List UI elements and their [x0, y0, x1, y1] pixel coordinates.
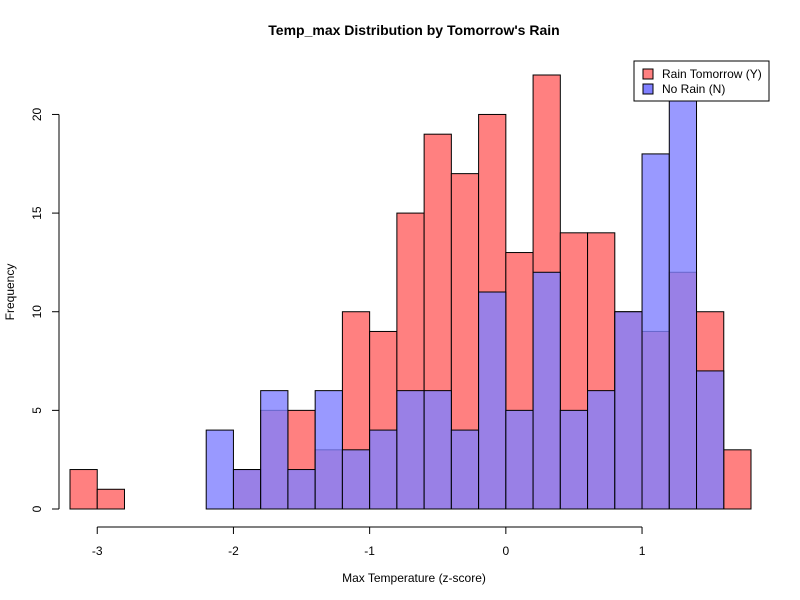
bar-no-rain — [559, 409, 589, 510]
y-axis: 0 5 10 15 20 — [30, 107, 60, 512]
bar-rain-tomorrow — [723, 449, 752, 510]
y-tick-label: 20 — [30, 107, 44, 121]
bar-no-rain — [587, 390, 616, 510]
bar-no-rain — [314, 390, 343, 510]
x-tick-label: 1 — [639, 544, 646, 558]
legend-swatch-no-rain — [642, 83, 654, 95]
bar-no-rain — [396, 390, 425, 510]
legend-swatch-rain-tomorrow — [642, 68, 654, 80]
x-tick-label: -1 — [364, 544, 375, 558]
bar-no-rain — [423, 390, 452, 510]
bar-no-rain — [260, 390, 289, 510]
bar-no-rain — [614, 311, 643, 510]
bar-rain-tomorrow — [69, 469, 98, 510]
bar-rain-tomorrow — [96, 488, 125, 510]
y-tick-label: 15 — [30, 206, 44, 220]
bar-no-rain — [341, 449, 371, 510]
bar-no-rain — [696, 370, 725, 510]
x-tick-label: 0 — [502, 544, 509, 558]
bar-no-rain — [668, 94, 698, 510]
legend-box — [633, 60, 770, 102]
y-tick-label: 10 — [30, 305, 44, 319]
bar-no-rain — [532, 271, 561, 510]
bar-no-rain — [505, 409, 534, 510]
bar-no-rain — [369, 429, 398, 510]
x-axis-label: Max Temperature (z-score) — [342, 571, 486, 585]
bar-no-rain — [641, 153, 670, 510]
x-axis: -3 -2 -1 0 1 — [92, 526, 646, 558]
bar-no-rain — [205, 429, 234, 510]
chart-title: Temp_max Distribution by Tomorrow's Rain — [268, 22, 559, 38]
bar-no-rain — [450, 429, 480, 510]
y-tick-label: 5 — [30, 407, 44, 414]
legend: Rain Tomorrow (Y) No Rain (N) — [633, 60, 770, 102]
y-tick-label: 0 — [30, 505, 44, 512]
bar-no-rain — [287, 469, 316, 510]
bar-no-rain — [232, 469, 262, 510]
y-axis-label: Frequency — [3, 264, 17, 321]
x-tick-label: -2 — [228, 544, 239, 558]
bars-layer — [69, 74, 752, 510]
bar-no-rain — [478, 291, 507, 510]
legend-label-no-rain: No Rain (N) — [662, 82, 725, 96]
legend-label-rain-tomorrow: Rain Tomorrow (Y) — [662, 67, 762, 81]
x-tick-label: -3 — [92, 544, 103, 558]
